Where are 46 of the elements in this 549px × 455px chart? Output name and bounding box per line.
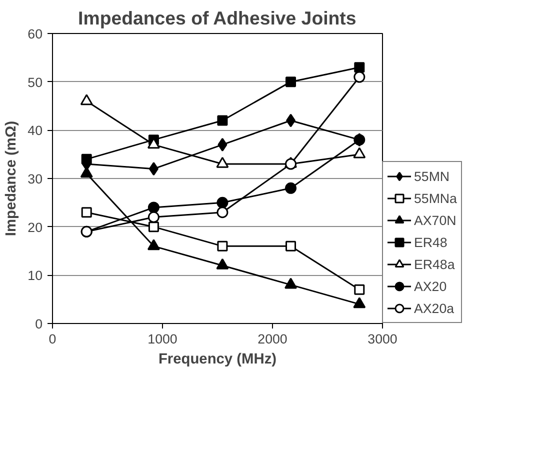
x-tick-label: 2000 (258, 332, 288, 346)
y-tick-label: 50 (28, 74, 43, 90)
point (216, 206, 228, 218)
y-tick-label: 20 (28, 220, 43, 235)
legend-label: 55MNa (414, 190, 457, 206)
legend-label: ER48 (414, 234, 448, 250)
point (284, 278, 298, 289)
y-tick-label: 60 (28, 26, 43, 42)
x-tick-label: 0 (48, 332, 56, 346)
point (148, 211, 160, 223)
y-tick-label: 10 (28, 268, 43, 284)
point (147, 239, 160, 250)
point (286, 114, 296, 128)
point (148, 162, 158, 176)
point (217, 115, 228, 126)
point (285, 182, 297, 194)
y-tick-label: 0 (35, 316, 43, 332)
point (218, 138, 228, 152)
legend-label: AX20 (414, 278, 447, 294)
legend-label: AX20a (414, 300, 454, 316)
x-tick-label: 3000 (368, 332, 398, 346)
chart-title: Impedances of Adhesive Joints (78, 8, 356, 28)
point (81, 207, 92, 218)
point (354, 62, 365, 73)
point (353, 147, 366, 158)
point (80, 94, 93, 106)
point (354, 71, 366, 83)
point (286, 240, 296, 252)
y-tick-label: 30 (28, 172, 43, 186)
point (216, 156, 229, 168)
point (148, 222, 159, 232)
point (217, 240, 228, 252)
y-axis-title: Impedance (mΩ) (4, 120, 20, 236)
legend-label: ER48a (414, 256, 455, 272)
x-tick-label: 1000 (148, 332, 178, 346)
point (81, 154, 92, 164)
point (286, 76, 296, 88)
x-axis-title: Frequency (MHz) (158, 352, 277, 368)
y-tick-label: 40 (28, 123, 43, 138)
point (148, 202, 160, 214)
point (216, 196, 228, 208)
legend-label: 55MN (414, 168, 450, 184)
point (353, 297, 366, 308)
point (354, 284, 365, 295)
point (216, 258, 229, 270)
legend-label: AX70N (414, 212, 456, 228)
